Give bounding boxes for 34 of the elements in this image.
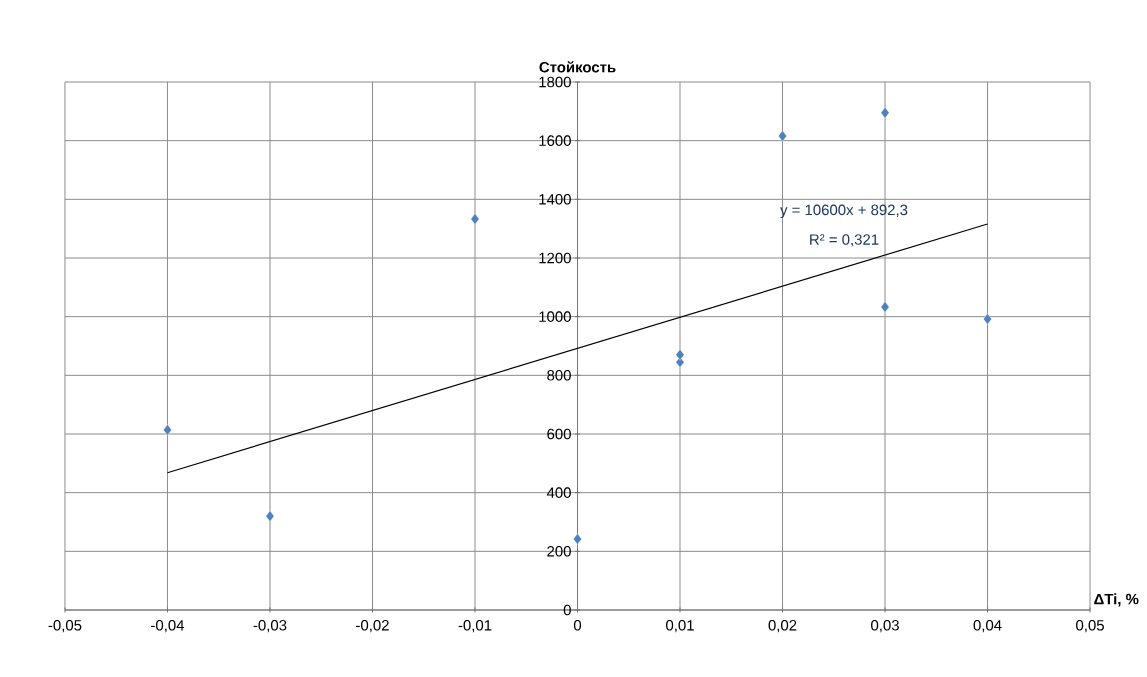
point [163, 424, 172, 436]
y-tick-label: 1600 [539, 135, 571, 146]
annotation: R² = 0,321 [810, 234, 879, 247]
y-tick-label: 1000 [539, 311, 571, 322]
x-tick-label: -0,02 [356, 619, 389, 633]
y-tick-label: 1800 [539, 76, 571, 88]
x-axis-title: ΔTi, % [1094, 593, 1139, 607]
y-tick-label: 1400 [539, 194, 571, 205]
point [265, 510, 275, 522]
annotation: y = 10600x + 892,3 [780, 204, 908, 219]
y-axis-title: Стойкость [539, 61, 616, 73]
x-tick-label: 0,04 [973, 619, 1002, 633]
point [778, 130, 787, 142]
x-tick-label: -0,05 [48, 619, 82, 633]
x-tick-label: 0 [573, 619, 582, 631]
y-tick-label: 0 [563, 604, 571, 616]
x-tick-label: -0,04 [151, 619, 185, 633]
y-tick-label: 400 [546, 487, 571, 498]
point [573, 533, 582, 545]
x-tick-label: -0,03 [253, 619, 287, 633]
y-tick-label: 600 [547, 428, 571, 440]
point [880, 301, 890, 313]
x-tick-label: 0,05 [1076, 619, 1104, 633]
y-tick-label: 200 [547, 546, 571, 557]
point [470, 213, 480, 225]
x-tick-label: -0,01 [458, 619, 492, 633]
x-tick-label: 0,02 [768, 619, 797, 633]
point [675, 349, 685, 361]
y-tick-label: 800 [547, 370, 571, 381]
x-tick-label: 0,01 [666, 619, 694, 633]
point [983, 313, 992, 325]
x-tick-label: 0,03 [871, 619, 899, 633]
point [880, 107, 890, 119]
y-tick-label: 1200 [539, 252, 571, 264]
